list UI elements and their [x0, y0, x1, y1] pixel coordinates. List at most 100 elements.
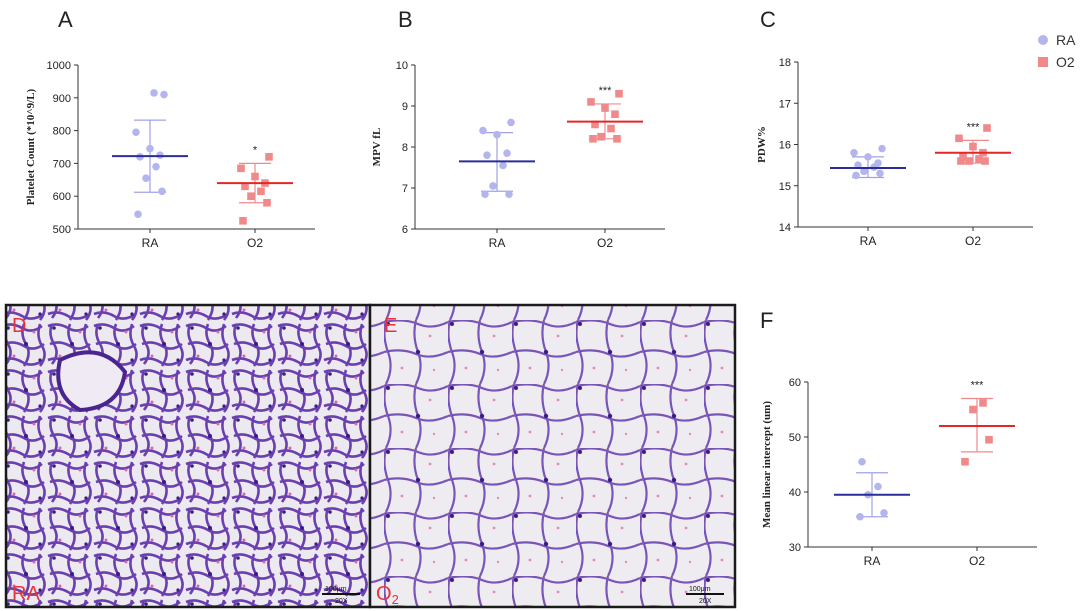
x-tick-label-f: O2	[969, 554, 985, 568]
micrograph-e-letter: E	[384, 315, 397, 337]
chart-panel-c: 14 15 16 17 18 RA O2 PDW% ***	[756, 57, 1033, 248]
y-tick-label-c: 18	[779, 57, 791, 69]
data-point-b-ra	[483, 151, 491, 159]
data-point-a-o2	[257, 187, 265, 196]
data-point-c-ra	[864, 153, 872, 161]
x-tick-label-b: O2	[597, 236, 613, 250]
y-tick-label-b: 10	[396, 60, 408, 72]
data-point-a-o2	[265, 153, 273, 161]
data-point-f-o2	[969, 405, 977, 414]
data-point-f-ra	[880, 509, 888, 517]
legend: RA O2	[1038, 32, 1076, 70]
y-tick-label-f: 50	[789, 432, 801, 444]
data-point-b-o2	[607, 124, 615, 133]
data-point-c-o2	[983, 124, 991, 132]
micrograph-e-condition-main: O	[376, 583, 392, 605]
y-axis-label-c: PDW%	[756, 126, 768, 163]
data-point-a-o2	[247, 192, 255, 200]
data-point-c-ra	[852, 171, 860, 180]
legend-ra-marker	[1038, 35, 1048, 45]
significance-marker-b: ***	[599, 85, 613, 97]
data-point-b-o2	[611, 110, 619, 118]
micrograph-e-condition-sub: 2	[392, 592, 399, 607]
y-tick-label-a: 900	[53, 93, 71, 105]
data-point-b-o2	[601, 104, 609, 112]
data-point-b-ra	[507, 118, 515, 127]
data-point-f-o2	[979, 399, 987, 407]
significance-marker-f: ***	[971, 380, 985, 392]
y-tick-label-b: 9	[402, 101, 408, 113]
data-point-a-ra	[158, 187, 166, 196]
y-tick-label-a: 1000	[47, 60, 71, 72]
data-point-b-o2	[613, 135, 621, 143]
data-point-a-ra	[150, 89, 158, 97]
significance-marker-c: ***	[967, 121, 981, 133]
chart-panel-b: 6 7 8 9 10 RA O2 MPV fL ***	[371, 60, 665, 250]
data-point-a-ra	[152, 162, 160, 171]
y-tick-label-a: 600	[53, 191, 71, 203]
data-point-b-o2	[591, 120, 599, 129]
micrograph-d-condition: RA	[12, 583, 40, 605]
data-point-b-ra	[481, 190, 489, 198]
y-tick-label-a: 700	[53, 158, 71, 170]
micrograph-e-magnification: 20X	[699, 598, 712, 605]
x-tick-label-a: O2	[247, 236, 263, 250]
panel-letter-f: F	[760, 308, 773, 333]
legend-o2-marker	[1038, 57, 1048, 67]
data-point-c-ra	[874, 159, 882, 167]
data-point-b-o2	[615, 89, 623, 98]
y-tick-label-a: 500	[53, 224, 71, 236]
data-point-f-o2	[961, 457, 969, 466]
y-tick-label-b: 8	[402, 142, 408, 154]
micrograph-e-condition: O2	[376, 583, 399, 607]
chart-panel-f: 30 40 50 60 RA O2 Mean linear intercept (um) **…	[761, 377, 1037, 568]
data-point-a-o2	[263, 198, 271, 207]
data-point-a-o2	[237, 164, 245, 173]
data-point-f-ra	[856, 512, 864, 521]
panel-letter-a: A	[58, 7, 73, 32]
data-point-c-o2	[955, 134, 963, 143]
data-point-a-o2	[251, 172, 259, 181]
micrograph-d-letter: D	[12, 315, 26, 337]
y-tick-label-c: 17	[779, 98, 791, 110]
micrograph-e: E O2 100μm 20X	[368, 303, 737, 609]
x-tick-label-c: O2	[965, 234, 981, 248]
y-tick-label-f: 40	[789, 487, 801, 499]
micrograph-e-image	[370, 305, 735, 607]
data-point-b-ra	[503, 149, 511, 157]
y-tick-label-f: 60	[789, 377, 801, 389]
y-tick-label-b: 7	[402, 183, 408, 195]
data-point-b-ra	[489, 182, 497, 190]
legend-ra-label: RA	[1056, 32, 1076, 48]
data-point-b-ra	[499, 161, 507, 170]
data-point-a-o2	[239, 217, 247, 225]
micrograph-e-border	[368, 303, 737, 609]
chart-panel-a: 500 600 700 800 900 1000 RA O2 Platelet Count (*…	[25, 60, 315, 250]
data-point-c-ra	[860, 167, 868, 176]
data-point-b-ra	[493, 130, 501, 139]
micrograph-d-scale-text: 100μm	[325, 586, 347, 593]
micrograph-e-scale-text: 100μm	[689, 586, 711, 593]
y-tick-label-b: 6	[402, 224, 408, 236]
x-tick-label-f: RA	[864, 554, 881, 568]
y-axis-label-a: Platelet Count (*10^9/L)	[25, 88, 37, 205]
data-point-a-ra	[160, 90, 168, 99]
data-point-f-o2	[985, 435, 993, 444]
micrograph-d-image	[6, 305, 370, 607]
data-point-c-o2	[981, 157, 989, 165]
data-point-c-o2	[957, 157, 965, 165]
y-tick-label-c: 14	[779, 222, 791, 234]
y-tick-label-a: 800	[53, 126, 71, 138]
data-point-b-ra	[505, 190, 513, 198]
data-point-c-o2	[959, 153, 967, 161]
data-point-f-ra	[874, 482, 882, 491]
micrograph-d-magnification: 20X	[335, 598, 348, 605]
legend-o2-label: O2	[1056, 54, 1075, 70]
y-axis-label-f: Mean linear intercept (um)	[761, 401, 773, 528]
x-tick-label-a: RA	[142, 236, 159, 250]
significance-marker-a: *	[253, 144, 258, 156]
data-point-a-ra	[134, 210, 142, 219]
x-tick-label-c: RA	[860, 234, 877, 248]
data-point-c-ra	[850, 148, 858, 157]
